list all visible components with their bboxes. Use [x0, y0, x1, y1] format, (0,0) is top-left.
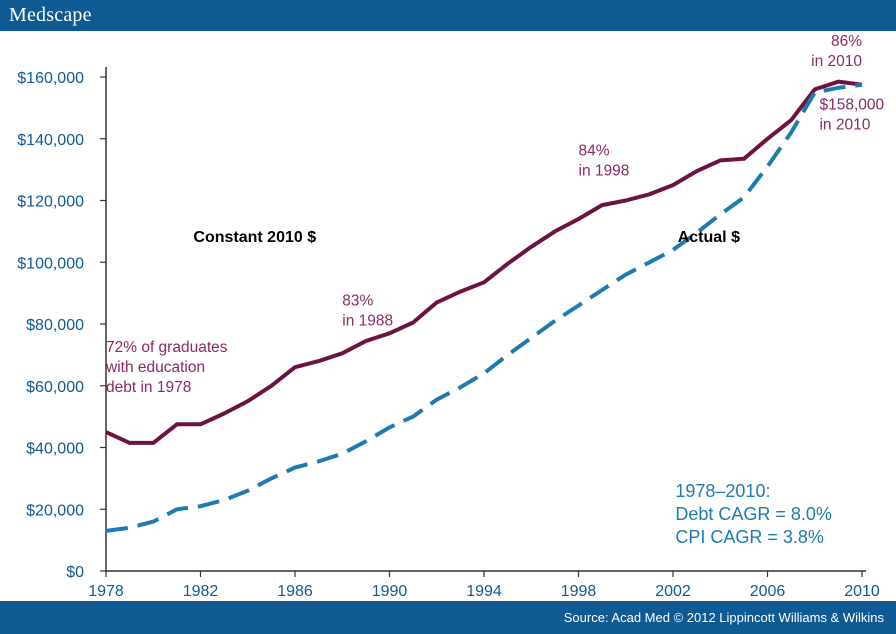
x-tick-label: 1982: [183, 583, 219, 600]
x-tick-label: 1998: [561, 583, 597, 600]
annotation-line: with education: [105, 359, 205, 376]
x-tick-label: 2002: [655, 583, 691, 600]
annotation-line: CPI CAGR = 3.8%: [675, 527, 824, 547]
annotation-line: Debt CAGR = 8.0%: [675, 504, 832, 524]
y-tick-label: $120,000: [17, 194, 84, 211]
source-citation: Source: Acad Med © 2012 Lippincott Willi…: [563, 610, 884, 625]
chart-annotation: 84% in 1998: [579, 143, 630, 180]
annotation-line: Constant 2010 $: [193, 229, 316, 246]
y-tick-label: $80,000: [26, 317, 84, 334]
y-tick-label: $20,000: [26, 502, 84, 519]
x-tick-label: 1994: [466, 583, 502, 600]
medscape-logo: Medscape: [9, 4, 92, 26]
debt-line-chart: $0 $20,000 $40,000 $60,000 $80,000 $100,000 $1…: [17, 33, 884, 600]
annotation-line: in 2010: [811, 53, 862, 70]
y-tick-label: $40,000: [26, 441, 84, 458]
x-tick-label: 1978: [88, 583, 124, 600]
series-line-actual: [105, 82, 863, 533]
header-bar: Medscape: [0, 0, 896, 31]
footer-bar: Source: Acad Med © 2012 Lippincott Willi…: [0, 601, 896, 634]
x-tick-label: 1986: [277, 583, 313, 600]
annotation-line: Actual $: [678, 229, 740, 246]
chart-annotation: 72% of graduates with education debt in 19…: [105, 339, 228, 396]
annotation-line: 1978–2010:: [675, 481, 770, 501]
x-tick-label: 2010: [844, 583, 880, 600]
annotation-line: debt in 1978: [106, 379, 191, 396]
x-tick-label: 2006: [750, 583, 786, 600]
y-tick-label: $100,000: [17, 255, 84, 272]
chart-annotation: 1978–2010: Debt CAGR = 8.0% CPI CAGR = 3.8…: [675, 481, 832, 547]
annotation-line: 86%: [831, 33, 862, 50]
y-tick-label: $160,000: [17, 70, 84, 87]
chart-annotation: Actual $: [678, 229, 740, 246]
annotation-line: 72% of graduates: [106, 339, 228, 356]
annotation-line: in 1988: [342, 312, 393, 329]
chart-annotation: 86% in 2010: [811, 33, 862, 70]
y-tick-label: $60,000: [26, 379, 84, 396]
annotation-line: 83%: [342, 292, 373, 309]
series-line-constant: [105, 79, 863, 445]
chart-annotation: Constant 2010 $: [193, 229, 316, 246]
annotation-line: 84%: [579, 143, 610, 160]
y-tick-label: $0: [66, 564, 84, 581]
y-tick-label: $140,000: [17, 132, 84, 149]
annotation-line: in 2010: [819, 116, 870, 133]
chart-annotation: $158,000 in 2010: [819, 96, 884, 133]
annotation-line: $158,000: [819, 96, 884, 113]
x-tick-label: 1990: [372, 583, 408, 600]
chart-annotation: 83% in 1988: [342, 292, 393, 329]
annotation-line: in 1998: [579, 163, 630, 180]
